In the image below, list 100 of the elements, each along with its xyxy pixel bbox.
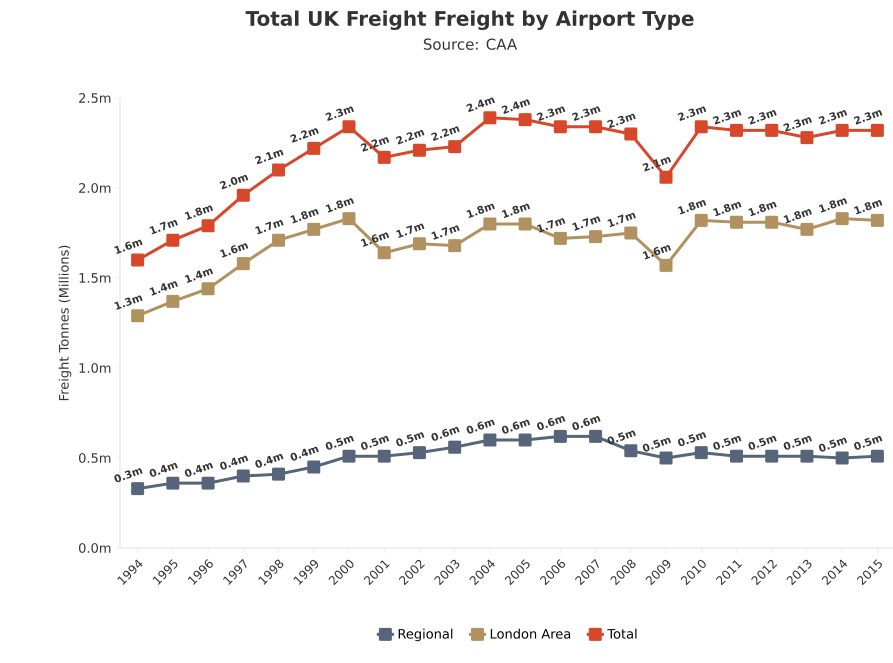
point xyxy=(554,232,567,245)
y-tick-label: 0.5m xyxy=(79,453,110,463)
point xyxy=(836,124,849,137)
point xyxy=(236,469,250,482)
point xyxy=(624,127,638,140)
point xyxy=(202,476,215,490)
point xyxy=(624,226,638,240)
point xyxy=(483,111,496,124)
data-label: 0.5m xyxy=(326,436,354,450)
data-label: 1.8m xyxy=(784,209,812,224)
point xyxy=(342,212,356,226)
point xyxy=(236,257,250,270)
data-label: 2.2m xyxy=(290,128,319,143)
data-label: 1.8m xyxy=(854,200,882,214)
point xyxy=(342,120,356,134)
data-label: 2.1m xyxy=(254,150,284,164)
point xyxy=(800,450,814,463)
point xyxy=(518,433,532,446)
chart-title: Total UK Freight Freight by Airport Type xyxy=(246,10,694,30)
point xyxy=(412,446,426,460)
point xyxy=(448,239,462,252)
y-tick-label: 2.0m xyxy=(79,183,110,193)
point xyxy=(448,140,462,154)
data-label: 2.4m xyxy=(501,99,530,114)
data-label: 0.4m xyxy=(255,454,284,468)
point xyxy=(694,446,708,460)
point xyxy=(800,222,814,236)
data-label: 2.3m xyxy=(678,106,706,122)
point xyxy=(131,253,144,266)
point xyxy=(660,170,673,184)
data-label: 1.7m xyxy=(255,220,284,234)
data-label: 0.5m xyxy=(642,438,672,452)
y-axis-title: Freight Tonnes (Millions) xyxy=(58,246,72,400)
point xyxy=(660,258,673,272)
y-tick-label: 0.0m xyxy=(79,543,110,553)
data-label: 0.5m xyxy=(608,430,636,444)
data-label: 1.8m xyxy=(818,198,848,213)
data-label: 1.8m xyxy=(466,204,495,218)
data-label: 2.3m xyxy=(325,106,354,122)
data-label: 1.8m xyxy=(326,198,354,213)
point xyxy=(412,144,426,157)
point xyxy=(694,214,708,227)
point xyxy=(518,113,532,126)
legend-label: Total xyxy=(607,628,636,639)
data-label: 0.5m xyxy=(818,438,848,452)
data-label: 1.8m xyxy=(678,200,706,214)
point xyxy=(202,282,215,296)
data-label: 1.7m xyxy=(537,218,566,233)
chart-subtitle: Source: CAA xyxy=(424,38,518,50)
data-label: 1.4m xyxy=(150,281,178,296)
data-label: 0.4m xyxy=(290,446,319,461)
point xyxy=(870,214,884,227)
data-label: 1.6m xyxy=(220,243,248,258)
y-tick-label: 2.5m xyxy=(79,93,110,103)
point xyxy=(554,430,567,443)
data-label: 0.3m xyxy=(114,468,143,482)
point xyxy=(483,217,496,230)
data-label: 2.2m xyxy=(396,130,424,145)
data-label: 2.1m xyxy=(642,157,672,172)
data-label: 0.4m xyxy=(150,462,178,477)
data-label: 0.5m xyxy=(748,436,777,450)
data-label: 0.5m xyxy=(784,436,812,450)
data-label: 0.4m xyxy=(220,456,248,470)
point xyxy=(412,237,426,250)
data-label: 2.3m xyxy=(783,117,812,132)
data-label: 2.3m xyxy=(607,114,636,128)
point xyxy=(166,476,180,490)
point xyxy=(378,450,391,463)
point xyxy=(624,444,638,458)
point xyxy=(800,131,814,144)
point xyxy=(307,460,320,474)
point xyxy=(378,246,391,260)
legend-label: London Area xyxy=(490,628,570,639)
data-label: 2.2m xyxy=(360,137,390,152)
point xyxy=(730,124,743,137)
data-label: 1.4m xyxy=(184,268,214,284)
data-label: 1.8m xyxy=(502,204,530,218)
y-tick-label: 1.5m xyxy=(80,273,110,283)
data-label: 2.3m xyxy=(818,110,848,125)
data-label: 2.4m xyxy=(466,98,495,112)
data-label: 2.3m xyxy=(748,110,777,125)
point xyxy=(730,216,743,229)
point xyxy=(307,222,320,236)
data-label: 1.7m xyxy=(572,216,601,231)
point xyxy=(307,142,320,155)
data-label: 2.2m xyxy=(431,126,460,141)
data-label: 1.8m xyxy=(184,205,214,220)
data-label: 2.3m xyxy=(572,106,601,122)
data-label: 0.6m xyxy=(537,416,566,430)
point xyxy=(694,120,708,134)
point xyxy=(765,216,778,229)
point xyxy=(589,230,602,244)
point xyxy=(870,124,884,137)
data-label: 0.4m xyxy=(184,462,214,477)
data-label: 1.7m xyxy=(607,212,636,228)
data-label: 1.8m xyxy=(748,202,777,216)
data-label: 1.8m xyxy=(290,209,319,224)
point xyxy=(589,120,602,134)
point xyxy=(730,450,743,463)
point xyxy=(836,212,849,226)
